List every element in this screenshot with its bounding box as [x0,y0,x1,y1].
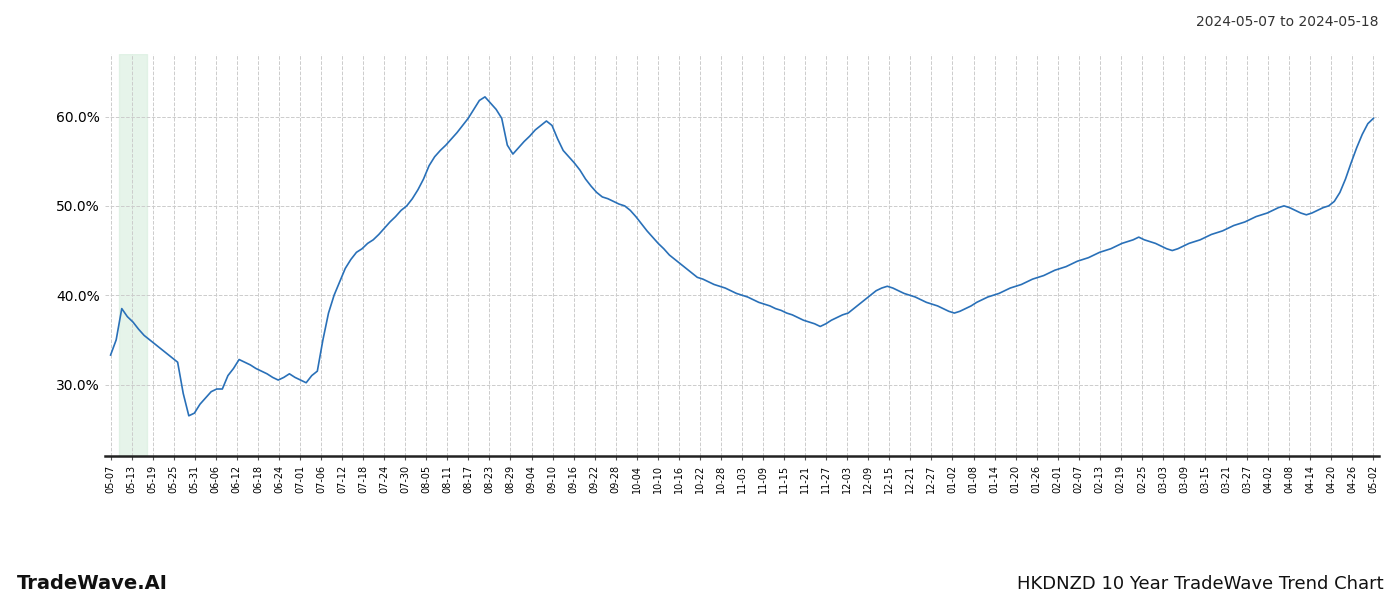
Text: 2024-05-07 to 2024-05-18: 2024-05-07 to 2024-05-18 [1197,15,1379,29]
Text: TradeWave.AI: TradeWave.AI [17,574,168,593]
Bar [119,54,147,456]
Text: HKDNZD 10 Year TradeWave Trend Chart: HKDNZD 10 Year TradeWave Trend Chart [1016,575,1383,593]
